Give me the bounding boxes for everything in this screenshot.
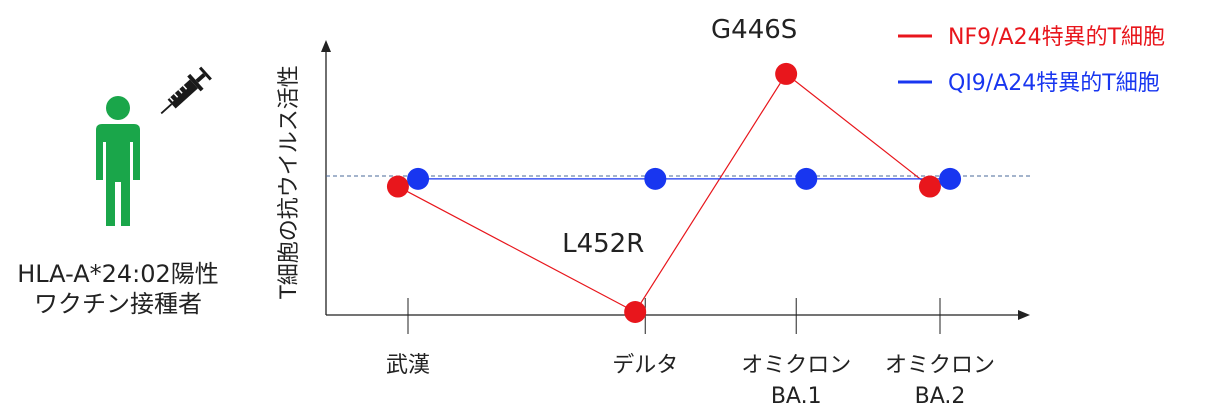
legend-label: NF9/A24特異的T細胞 (948, 25, 1165, 50)
data-point-series-2 (407, 167, 430, 190)
person-icon (96, 96, 140, 226)
legend: NF9/A24特異的T細胞 QI9/A24特異的T細胞 (898, 25, 1165, 96)
series-points (386, 62, 962, 323)
subject-label-line1: HLA-A*24:02陽性 (17, 260, 219, 288)
x-tick-label: 武漢 (386, 353, 430, 378)
series-line-1 (397, 73, 931, 313)
data-point-series-1 (386, 175, 409, 198)
data-point-series-1 (775, 62, 798, 85)
x-tick-label: オミクロン (885, 353, 995, 378)
x-tick-sublabel: BA.1 (771, 384, 822, 409)
data-point-series-2 (644, 167, 667, 190)
series-lines (397, 73, 951, 313)
syringe-icon (160, 66, 212, 115)
x-tick-label: オミクロン (741, 353, 851, 378)
subject-label-line2: ワクチン接種者 (34, 290, 202, 318)
axes (321, 40, 1030, 320)
y-axis-arrow (321, 40, 331, 52)
data-point-series-2 (795, 167, 818, 190)
subject-panel: HLA-A*24:02陽性 ワクチン接種者 (17, 66, 219, 318)
x-ticks (407, 298, 941, 334)
y-axis-label: T細胞の抗ウイルス活性 (277, 65, 302, 299)
data-point-series-1 (918, 175, 941, 198)
x-tick-sublabel: BA.2 (915, 384, 966, 409)
x-tick-label: デルタ (612, 353, 678, 378)
annotations: L452R G446S (562, 15, 797, 259)
chart: 武漢 デルタ オミクロン BA.1 オミクロン BA.2 L452R G446S T細胞の抗… (277, 15, 1165, 409)
annotation-label: G446S (711, 15, 797, 45)
annotation-label: L452R (562, 229, 644, 259)
x-tick-labels: 武漢 デルタ オミクロン BA.1 オミクロン BA.2 (386, 353, 995, 409)
x-axis-arrow (1018, 310, 1030, 320)
data-point-series-1 (624, 301, 647, 323)
data-point-series-2 (939, 167, 962, 190)
legend-label: QI9/A24特異的T細胞 (948, 71, 1160, 96)
